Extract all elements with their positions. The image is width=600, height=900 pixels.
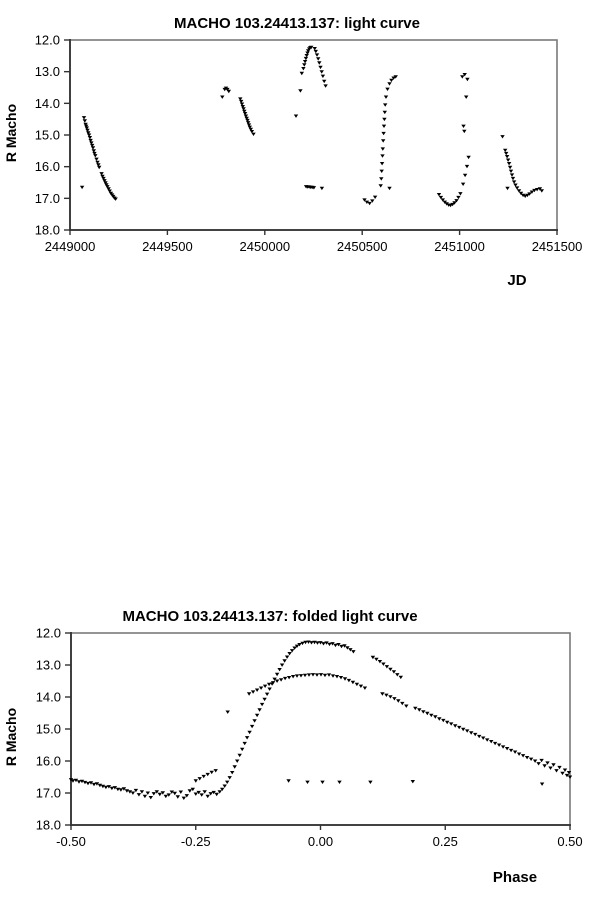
svg-text:17.0: 17.0: [36, 786, 61, 801]
light-curve-chart: 2449000 2449500 2450000 2450500 2451000 24515…: [0, 0, 600, 300]
svg-text:2451500: 2451500: [532, 239, 583, 254]
svg-text:15.0: 15.0: [36, 722, 61, 737]
svg-text:2449500: 2449500: [142, 239, 193, 254]
x-tick-group: 2449000 2449500 2450000 2450500 2451000 24515…: [45, 230, 583, 254]
plot-frame: [69, 39, 558, 231]
data-points: [79, 45, 544, 208]
svg-text:17.0: 17.0: [35, 191, 60, 206]
svg-text:-0.50: -0.50: [56, 834, 86, 849]
light-curve-plot-svg: 2449000 2449500 2450000 2450500 2451000 24515…: [35, 33, 583, 255]
folded-light-curve-plot-svg: -0.50 -0.25 0.00 0.25 0.50 12.0 13.0 14.0 15.0 16…: [36, 626, 583, 850]
svg-text:12.0: 12.0: [36, 626, 61, 641]
svg-text:14.0: 14.0: [36, 690, 61, 705]
svg-text:2450500: 2450500: [337, 239, 388, 254]
svg-text:2450000: 2450000: [239, 239, 290, 254]
y-axis-label: R Macho: [3, 707, 19, 767]
svg-text:0.25: 0.25: [433, 834, 458, 849]
chart-title: MACHO 103.24413.137: folded light curve: [122, 608, 418, 625]
y-axis-label: R Macho: [3, 103, 19, 163]
svg-text:16.0: 16.0: [35, 159, 60, 174]
x-axis-label: JD: [507, 272, 527, 289]
svg-text:18.0: 18.0: [36, 818, 61, 833]
svg-text:0.50: 0.50: [557, 834, 582, 849]
chart-title: MACHO 103.24413.137: light curve: [174, 15, 420, 32]
y-tick-group: 12.0 13.0 14.0 15.0 16.0 17.0 18.0: [36, 626, 71, 833]
svg-text:2451000: 2451000: [434, 239, 485, 254]
y-tick-group: 12.0 13.0 14.0 15.0 16.0 17.0 18.0: [35, 33, 70, 238]
svg-text:14.0: 14.0: [35, 96, 60, 111]
svg-text:13.0: 13.0: [36, 658, 61, 673]
svg-text:16.0: 16.0: [36, 754, 61, 769]
svg-text:2449000: 2449000: [45, 239, 96, 254]
data-points: [68, 640, 573, 800]
svg-text:15.0: 15.0: [35, 128, 60, 143]
svg-text:0.00: 0.00: [308, 834, 333, 849]
folded-light-curve-chart: -0.50 -0.25 0.00 0.25 0.50 12.0 13.0 14.0 15.0 16…: [0, 300, 600, 886]
svg-text:18.0: 18.0: [35, 223, 60, 238]
x-tick-group: -0.50 -0.25 0.00 0.25 0.50: [56, 825, 583, 849]
x-axis-label: Phase: [492, 869, 538, 886]
svg-text:13.0: 13.0: [35, 64, 60, 79]
svg-text:12.0: 12.0: [35, 33, 60, 48]
svg-text:-0.25: -0.25: [181, 834, 211, 849]
